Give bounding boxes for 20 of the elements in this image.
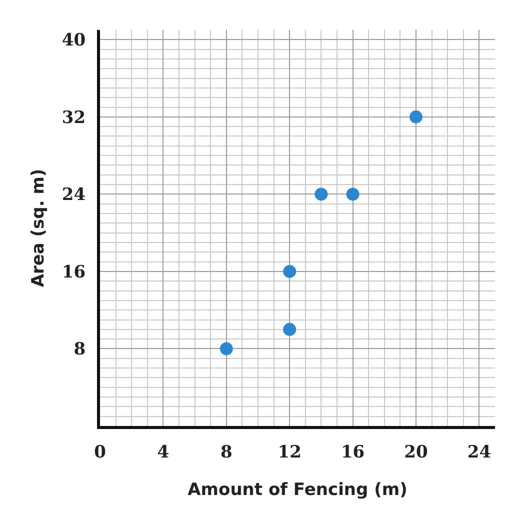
x-tick-label: 16 — [340, 442, 365, 462]
x-tick-label: 24 — [467, 442, 492, 462]
x-tick-label: 8 — [220, 442, 232, 462]
x-tick-label: 0 — [94, 442, 106, 462]
point — [410, 110, 422, 124]
x-tick-label: 12 — [278, 442, 302, 462]
x-axis-title: Amount of Fencing (m) — [188, 480, 408, 500]
y-axis-title: Area (sq. m) — [28, 168, 48, 288]
point — [346, 188, 360, 201]
y-tick-label: 32 — [62, 108, 86, 128]
point — [220, 342, 233, 356]
y-tick-label: 16 — [62, 262, 86, 282]
x-tick-label: 4 — [157, 442, 170, 462]
x-tick-label: 20 — [404, 442, 428, 462]
y-tick-label: 40 — [62, 30, 86, 51]
point — [314, 188, 328, 201]
point — [283, 264, 296, 278]
y-tick-label: 8 — [74, 340, 86, 360]
y-tick-label: 24 — [62, 185, 86, 206]
point — [283, 322, 296, 336]
